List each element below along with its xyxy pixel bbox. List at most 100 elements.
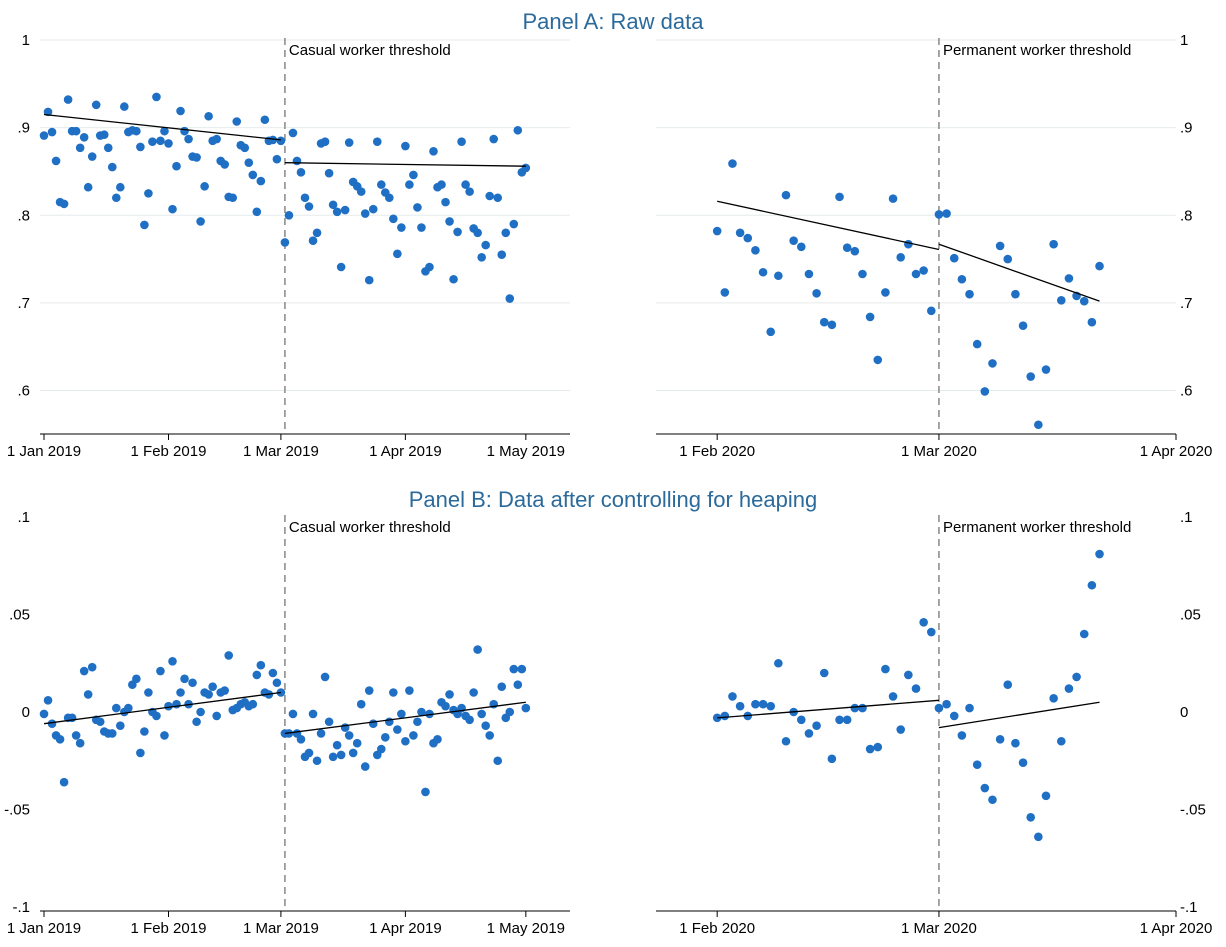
data-point bbox=[156, 136, 165, 146]
data-point bbox=[156, 666, 165, 676]
data-point bbox=[1049, 239, 1058, 249]
data-point bbox=[107, 162, 117, 172]
data-point bbox=[324, 168, 334, 178]
data-point bbox=[63, 95, 73, 104]
data-point bbox=[184, 134, 193, 144]
data-point bbox=[735, 228, 745, 238]
data-point bbox=[300, 193, 310, 203]
data-point bbox=[288, 709, 298, 719]
data-point bbox=[457, 137, 466, 146]
data-point bbox=[244, 158, 254, 167]
data-point bbox=[888, 194, 898, 203]
panel-a-casual-plot: .6 .7 .8 .9 1 1 Jan 2019 1 Feb 2019 1 Mar 2019 1… bbox=[7, 32, 570, 460]
data-point bbox=[107, 729, 117, 738]
data-point bbox=[445, 217, 454, 226]
data-point bbox=[284, 210, 294, 220]
data-point bbox=[324, 717, 334, 727]
data-point bbox=[449, 274, 458, 284]
data-point bbox=[340, 723, 350, 732]
data-point bbox=[136, 142, 145, 152]
data-point bbox=[180, 126, 189, 136]
data-point bbox=[995, 241, 1005, 251]
data-point bbox=[360, 762, 370, 771]
y-tick-label: .8 bbox=[1180, 207, 1193, 224]
data-point bbox=[481, 721, 490, 730]
data-point bbox=[212, 711, 221, 721]
y-tick-label: .9 bbox=[17, 120, 30, 137]
data-point bbox=[192, 717, 201, 727]
fit-line bbox=[43, 113, 281, 141]
data-point bbox=[228, 193, 238, 203]
x-tick-label: 1 Mar 2019 bbox=[243, 920, 319, 937]
data-point bbox=[888, 692, 898, 701]
y-tick-label: .7 bbox=[1180, 295, 1193, 312]
data-point bbox=[469, 688, 478, 697]
data-point bbox=[252, 670, 262, 680]
data-point bbox=[385, 717, 394, 727]
data-point bbox=[972, 760, 982, 769]
y-tick-label: .05 bbox=[9, 607, 30, 624]
data-point bbox=[873, 742, 883, 752]
panel-a-permanent-plot: .6 .7 .8 .9 1 1 Feb 2020 1 Mar 2020 1 Apr 2020 P… bbox=[656, 32, 1212, 460]
data-point bbox=[356, 187, 366, 196]
data-point bbox=[140, 220, 149, 230]
data-point bbox=[865, 744, 875, 754]
data-point bbox=[71, 731, 81, 740]
data-point bbox=[276, 136, 286, 146]
data-point bbox=[111, 193, 121, 203]
data-point bbox=[842, 715, 852, 725]
data-point bbox=[212, 134, 221, 144]
x-tick-label: 1 Apr 2019 bbox=[369, 920, 442, 937]
data-point bbox=[1056, 295, 1066, 305]
data-point bbox=[819, 668, 829, 678]
data-point bbox=[942, 699, 951, 709]
data-point bbox=[376, 744, 386, 754]
data-point bbox=[401, 141, 410, 151]
data-point bbox=[368, 719, 378, 728]
data-point bbox=[926, 306, 936, 316]
x-tick-label: 1 Jan 2019 bbox=[7, 443, 81, 460]
data-point bbox=[1064, 684, 1074, 693]
data-point bbox=[47, 127, 57, 137]
data-point bbox=[896, 725, 906, 734]
x-tick-label: 1 Feb 2020 bbox=[679, 920, 755, 937]
y-tick-label: 1 bbox=[1180, 32, 1188, 49]
data-point bbox=[904, 670, 913, 680]
data-point bbox=[497, 250, 507, 260]
data-point bbox=[397, 709, 406, 719]
data-point bbox=[911, 684, 921, 693]
data-point bbox=[1018, 321, 1028, 331]
data-point bbox=[812, 721, 821, 730]
data-point bbox=[473, 228, 482, 238]
data-point bbox=[292, 156, 302, 166]
data-point bbox=[433, 735, 442, 744]
data-point bbox=[988, 795, 997, 805]
fit-line bbox=[284, 701, 526, 735]
data-point bbox=[276, 688, 286, 697]
data-point bbox=[332, 207, 342, 217]
data-point bbox=[988, 359, 997, 368]
data-point bbox=[835, 192, 844, 202]
data-point bbox=[144, 688, 153, 697]
data-point bbox=[501, 228, 511, 238]
data-point bbox=[796, 242, 806, 252]
data-point bbox=[505, 707, 515, 717]
data-point bbox=[260, 115, 270, 125]
data-point bbox=[728, 159, 737, 168]
data-point bbox=[735, 701, 745, 711]
data-point bbox=[95, 717, 105, 727]
data-point bbox=[477, 253, 486, 262]
data-point bbox=[47, 719, 57, 728]
data-point bbox=[1041, 365, 1051, 374]
data-point bbox=[485, 731, 494, 740]
data-point bbox=[858, 703, 867, 713]
data-point bbox=[240, 143, 250, 153]
data-point bbox=[413, 717, 422, 727]
data-point bbox=[751, 699, 760, 709]
data-point bbox=[164, 701, 173, 711]
data-point bbox=[873, 355, 883, 365]
data-point bbox=[308, 236, 318, 245]
data-point bbox=[111, 703, 121, 713]
data-point bbox=[368, 204, 378, 214]
data-point bbox=[489, 134, 499, 144]
